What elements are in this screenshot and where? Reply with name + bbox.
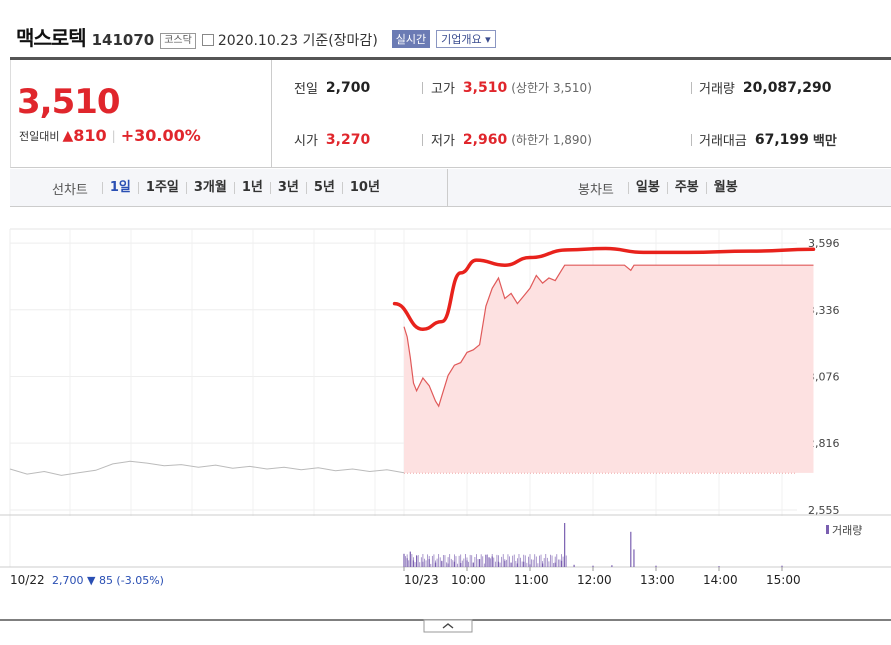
y-tick-label: 3,596 bbox=[808, 237, 840, 250]
x-tick-label: 12:00 bbox=[577, 573, 612, 587]
tab-monthly[interactable]: 월봉 bbox=[705, 181, 745, 194]
volume-legend-swatch bbox=[826, 525, 829, 534]
line-chart-tabs: 선차트 1일 1주일 3개월 1년 3년 5년 10년 bbox=[52, 169, 387, 207]
amount-value: 67,199 bbox=[754, 131, 809, 148]
y-tick-label: 3,336 bbox=[808, 304, 840, 317]
quote-date: 2020.10.23 기준(장마감) bbox=[217, 33, 378, 49]
collapse-button[interactable] bbox=[423, 619, 473, 633]
tab-10y[interactable]: 10년 bbox=[341, 181, 387, 194]
divider bbox=[691, 134, 692, 146]
tab-5y[interactable]: 5년 bbox=[305, 181, 342, 194]
tab-1w[interactable]: 1주일 bbox=[137, 181, 186, 194]
market-badge: 코스닥 bbox=[160, 33, 196, 49]
x-tick-label: 13:00 bbox=[640, 573, 675, 587]
y-axis: 3,596 3,336 3,076 2,816 2,555 bbox=[808, 237, 840, 517]
stock-code: 141070 bbox=[91, 31, 155, 49]
change-label: 전일대비 bbox=[19, 129, 60, 143]
prev-close-label: 전일 bbox=[294, 82, 318, 97]
open-value: 3,270 bbox=[325, 131, 371, 148]
change-amount: 810 bbox=[73, 126, 107, 145]
calendar-icon bbox=[201, 34, 214, 46]
open-cell: 시가 3,270 bbox=[294, 130, 371, 150]
stock-header: 맥스로텍 141070 코스닥 2020.10.23 기준(장마감) 실시간 기… bbox=[16, 22, 496, 52]
x-tick-label: 14:00 bbox=[703, 573, 738, 587]
price-area bbox=[404, 265, 814, 473]
high-value: 3,510 bbox=[462, 79, 508, 96]
prev-day-change-label: 2,700 ▼ 85 (-3.05%) bbox=[52, 574, 164, 587]
lower-limit: (하한가 1,890) bbox=[511, 133, 592, 147]
open-label: 시가 bbox=[294, 134, 318, 149]
prev-close-value: 2,700 bbox=[325, 79, 371, 96]
volume-legend-label: 거래량 bbox=[832, 524, 862, 537]
candle-chart-label: 봉차트 bbox=[578, 182, 614, 198]
divider bbox=[422, 82, 423, 94]
chevron-up-icon bbox=[442, 623, 454, 629]
price-series bbox=[403, 264, 814, 474]
y-tick-label: 2,816 bbox=[808, 437, 840, 450]
change-separator: | bbox=[111, 128, 116, 143]
line-chart-label: 선차트 bbox=[52, 182, 88, 198]
volume-value: 20,087,290 bbox=[742, 79, 832, 96]
volume-label: 거래량 bbox=[699, 82, 735, 97]
x-tick-label: 10/23 bbox=[404, 573, 439, 587]
tab-1y[interactable]: 1년 bbox=[233, 181, 270, 194]
tab-weekly[interactable]: 주봉 bbox=[666, 181, 706, 194]
chart-tabs-bar: 선차트 1일 1주일 3개월 1년 3년 5년 10년 봉차트 일봉 주봉 월봉 bbox=[10, 169, 891, 207]
up-arrow-icon: ▲ bbox=[62, 127, 74, 144]
x-tick-label: 10:00 bbox=[451, 573, 486, 587]
quote-panel: 3,510 전일대비 ▲ 810 | +30.00% 전일 2,700 고가 3… bbox=[10, 60, 891, 168]
divider bbox=[691, 82, 692, 94]
hand-drawn-annotation bbox=[392, 246, 816, 332]
price-line bbox=[403, 264, 814, 408]
tabs-divider bbox=[447, 169, 448, 207]
low-value: 2,960 bbox=[462, 131, 508, 148]
company-info-dropdown[interactable]: 기업개요 ▾ bbox=[436, 30, 496, 48]
tab-3y[interactable]: 3년 bbox=[269, 181, 306, 194]
tab-1d[interactable]: 1일 bbox=[101, 181, 138, 194]
y-tick-label: 3,076 bbox=[808, 370, 840, 383]
current-price-box: 3,510 전일대비 ▲ 810 | +30.00% bbox=[11, 60, 272, 168]
current-price: 3,510 bbox=[17, 82, 121, 122]
low-cell: 저가 2,960 (하한가 1,890) bbox=[431, 130, 592, 150]
prev-day-line bbox=[9, 460, 405, 476]
annotation-curve bbox=[392, 246, 816, 332]
price-change: 전일대비 ▲ 810 | +30.00% bbox=[19, 126, 201, 145]
high-cell: 고가 3,510 (상한가 3,510) bbox=[431, 78, 592, 98]
change-percent: +30.00% bbox=[120, 126, 201, 145]
x-tick-label: 10/22 bbox=[10, 573, 45, 587]
intraday-chart[interactable]: 3,596 3,336 3,076 2,816 2,555 거래량 10/22 2,700… bbox=[0, 207, 891, 645]
realtime-button[interactable]: 실시간 bbox=[391, 30, 431, 48]
header-divider bbox=[10, 57, 891, 60]
amount-label: 거래대금 bbox=[699, 134, 747, 149]
upper-limit: (상한가 3,510) bbox=[511, 81, 592, 95]
candle-chart-tabs: 봉차트 일봉 주봉 월봉 bbox=[578, 169, 745, 207]
chart-extras bbox=[0, 619, 891, 633]
x-tick-label: 15:00 bbox=[766, 573, 801, 587]
amount-unit: 백만 bbox=[812, 134, 837, 149]
low-label: 저가 bbox=[431, 134, 455, 149]
divider bbox=[422, 134, 423, 146]
high-label: 고가 bbox=[431, 82, 455, 97]
volume-bars: 거래량 bbox=[0, 514, 891, 568]
amount-cell: 거래대금 67,199 백만 bbox=[699, 130, 837, 150]
stock-name: 맥스로텍 bbox=[16, 26, 87, 50]
tab-3m[interactable]: 3개월 bbox=[185, 181, 234, 194]
prev-day-series bbox=[9, 460, 405, 476]
prev-close-cell: 전일 2,700 bbox=[294, 78, 371, 98]
volume-cell: 거래량 20,087,290 bbox=[699, 78, 832, 98]
tab-daily[interactable]: 일봉 bbox=[627, 181, 667, 194]
x-tick-label: 11:00 bbox=[514, 573, 549, 587]
y-tick-label: 2,555 bbox=[808, 504, 840, 517]
x-axis: 10/22 2,700 ▼ 85 (-3.05%) 10/23 10:00 11:00 1… bbox=[10, 567, 801, 587]
